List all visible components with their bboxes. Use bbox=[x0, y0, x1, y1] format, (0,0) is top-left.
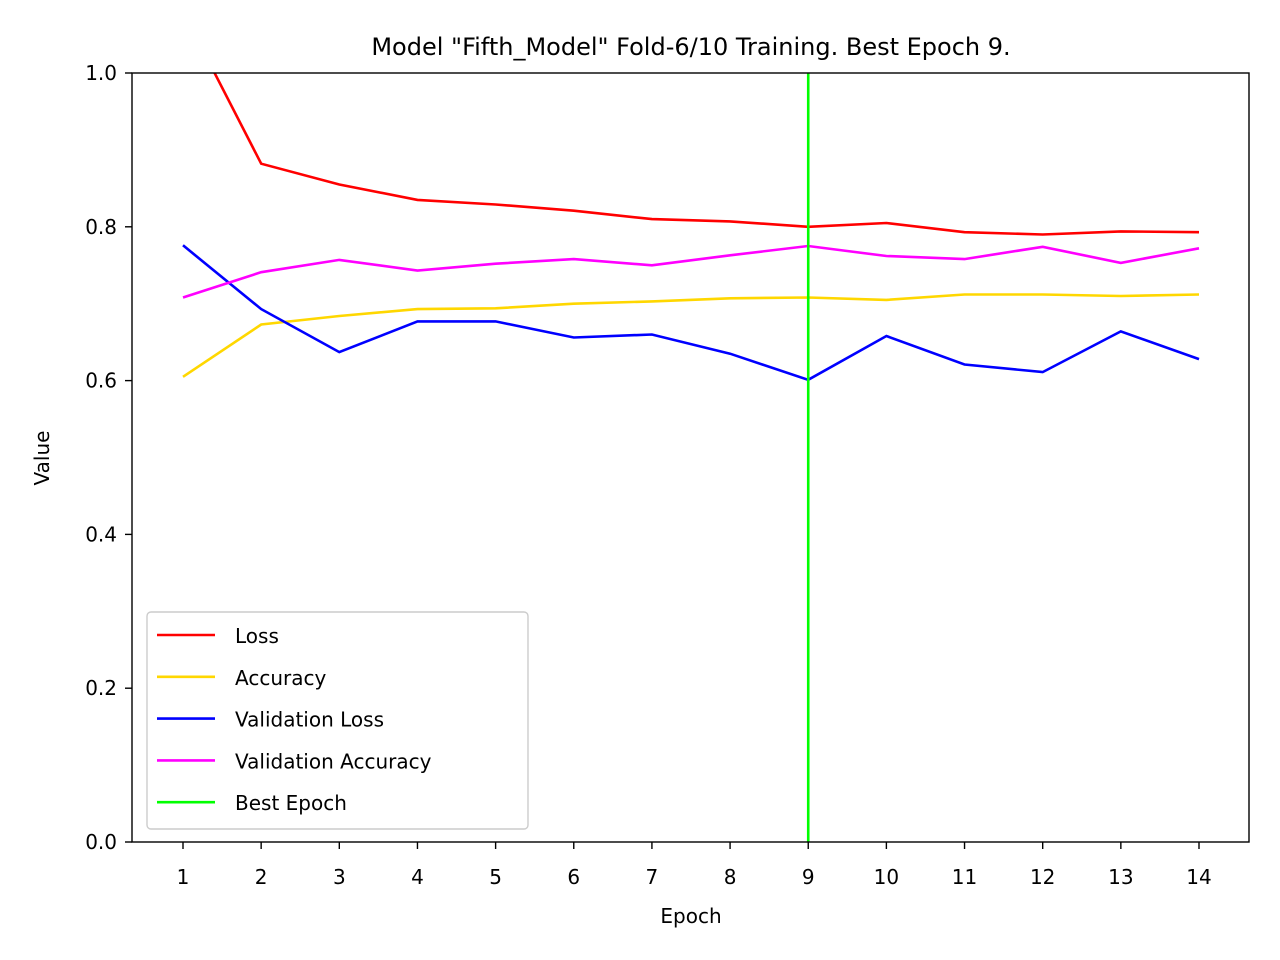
y-tick-label: 1.0 bbox=[85, 61, 117, 85]
legend-label: Validation Accuracy bbox=[235, 749, 432, 773]
legend-label: Validation Loss bbox=[235, 708, 384, 732]
legend: Loss Accuracy Validation Loss Validation Ac… bbox=[146, 611, 529, 830]
y-tick-label: 0.0 bbox=[85, 830, 117, 854]
y-tick-label: 0.4 bbox=[85, 522, 117, 546]
x-tick-label: 8 bbox=[724, 865, 737, 889]
x-tick-label: 7 bbox=[646, 865, 659, 889]
legend-label: Accuracy bbox=[235, 666, 326, 690]
plot-frame bbox=[131, 72, 1250, 843]
x-tick-label: 10 bbox=[874, 865, 899, 889]
y-axis-label: Value bbox=[30, 431, 54, 486]
x-tick-label: 13 bbox=[1108, 865, 1133, 889]
x-axis-label: Epoch bbox=[660, 904, 721, 928]
legend-label: Loss bbox=[235, 624, 279, 648]
x-tick-label: 14 bbox=[1186, 865, 1211, 889]
x-tick-label: 5 bbox=[489, 865, 502, 889]
series-line-4 bbox=[182, 244, 1200, 299]
legend-label: Best Epoch bbox=[235, 791, 347, 815]
series-line-3 bbox=[182, 244, 1200, 382]
chart-title: Model "Fifth_Model" Fold-6/10 Training. … bbox=[371, 33, 1010, 61]
x-tick-label: 4 bbox=[411, 865, 424, 889]
x-tick-label: 9 bbox=[802, 865, 815, 889]
series-line-1 bbox=[213, 73, 1200, 236]
x-tick-label: 2 bbox=[255, 865, 268, 889]
series-line-2 bbox=[182, 293, 1200, 378]
legend-box bbox=[146, 611, 529, 830]
plot-area bbox=[182, 73, 1200, 842]
x-tick-label: 11 bbox=[952, 865, 977, 889]
y-tick-label: 0.8 bbox=[85, 215, 117, 239]
x-tick-label: 12 bbox=[1030, 865, 1055, 889]
x-tick-label: 3 bbox=[333, 865, 346, 889]
y-tick-label: 0.6 bbox=[85, 369, 117, 393]
x-tick-label: 6 bbox=[567, 865, 580, 889]
y-tick-label: 0.2 bbox=[85, 676, 117, 700]
x-tick-label: 1 bbox=[177, 865, 190, 889]
